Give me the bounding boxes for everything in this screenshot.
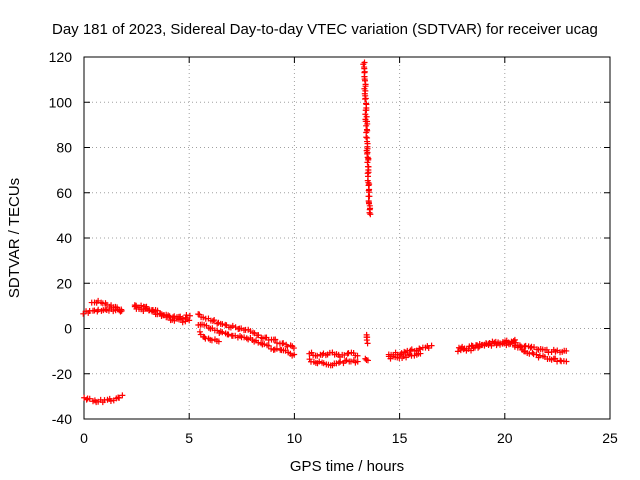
- x-tick-label: 10: [287, 430, 303, 446]
- data-point: [209, 318, 216, 325]
- data-point: [255, 339, 262, 346]
- data-point: [354, 352, 361, 359]
- data-point: [118, 306, 125, 313]
- data-point: [320, 360, 327, 367]
- data-point: [460, 346, 467, 353]
- y-tick-label: 60: [56, 185, 72, 201]
- data-point: [347, 358, 354, 365]
- data-point: [363, 337, 370, 344]
- y-axis-label: SDTVAR / TECUs: [6, 178, 23, 298]
- x-tick-label: 20: [497, 430, 513, 446]
- y-tick-label: 40: [56, 230, 72, 246]
- data-point: [261, 341, 268, 348]
- data-point: [91, 307, 98, 314]
- data-point: [164, 313, 171, 320]
- data-point: [272, 336, 279, 343]
- data-point: [83, 396, 90, 403]
- plot-frame: [83, 56, 611, 420]
- data-point: [196, 328, 203, 335]
- data-point: [364, 357, 371, 364]
- x-tick-label: 15: [392, 430, 408, 446]
- data-point: [291, 351, 298, 358]
- data-point: [107, 397, 114, 404]
- data-point: [229, 322, 236, 329]
- data-point: [360, 61, 367, 68]
- data-point: [186, 317, 193, 324]
- data-point: [408, 346, 415, 353]
- data-point: [241, 334, 248, 341]
- data-point: [273, 339, 280, 346]
- data-point: [454, 348, 461, 355]
- data-point: [428, 342, 435, 349]
- data-point: [219, 329, 226, 336]
- axis-ticks: 0 5 10 15 20 25 -40 -20 0 20 40 60 80 100 120: [49, 49, 618, 446]
- data-point: [367, 211, 374, 218]
- y-tick-label: -40: [52, 411, 72, 427]
- data-point: [354, 358, 361, 365]
- x-tick-label: 5: [185, 430, 193, 446]
- data-point: [215, 338, 222, 345]
- data-point: [557, 357, 564, 364]
- data-point: [95, 306, 102, 313]
- data-point: [366, 193, 373, 200]
- data-point: [363, 122, 370, 129]
- data-point: [114, 304, 121, 311]
- grid-lines: [84, 57, 610, 419]
- y-tick-label: 20: [56, 275, 72, 291]
- data-point: [366, 209, 373, 216]
- data-point: [265, 342, 272, 349]
- data-point: [341, 352, 348, 359]
- data-point: [119, 392, 126, 399]
- data-point: [219, 321, 226, 328]
- data-point: [211, 317, 218, 324]
- data-points: [80, 59, 570, 406]
- data-point: [529, 349, 536, 356]
- data-point: [507, 340, 514, 347]
- x-tick-label: 0: [80, 430, 88, 446]
- data-point: [186, 312, 193, 319]
- data-point: [475, 344, 482, 351]
- data-point: [416, 345, 423, 352]
- data-point: [95, 297, 102, 304]
- x-axis-label: GPS time / hours: [290, 458, 404, 475]
- data-point: [316, 358, 323, 365]
- chart-title: Day 181 of 2023, Sidereal Day-to-day VTE…: [52, 21, 598, 38]
- data-point: [343, 357, 350, 364]
- data-point: [363, 134, 370, 141]
- data-point: [290, 345, 297, 352]
- data-point: [273, 345, 280, 352]
- data-point: [417, 350, 424, 357]
- data-point: [503, 342, 510, 349]
- y-tick-label: 100: [49, 94, 73, 110]
- data-point: [337, 358, 344, 365]
- data-point: [116, 394, 123, 401]
- data-point: [208, 337, 215, 344]
- data-point: [476, 343, 483, 350]
- data-point: [563, 347, 570, 354]
- y-tick-label: 0: [64, 321, 72, 337]
- y-tick-label: 120: [49, 49, 73, 65]
- data-point: [362, 96, 369, 103]
- data-point: [183, 312, 190, 319]
- x-tick-label: 25: [602, 430, 618, 446]
- data-point: [397, 351, 404, 358]
- data-point: [314, 352, 321, 359]
- data-point: [457, 347, 464, 354]
- y-tick-label: -20: [52, 366, 72, 382]
- data-point: [364, 340, 371, 347]
- data-point: [563, 358, 570, 365]
- data-point: [86, 395, 93, 402]
- data-point: [258, 340, 265, 347]
- y-tick-label: 80: [56, 140, 72, 156]
- data-point: [225, 331, 232, 338]
- data-point: [511, 343, 518, 350]
